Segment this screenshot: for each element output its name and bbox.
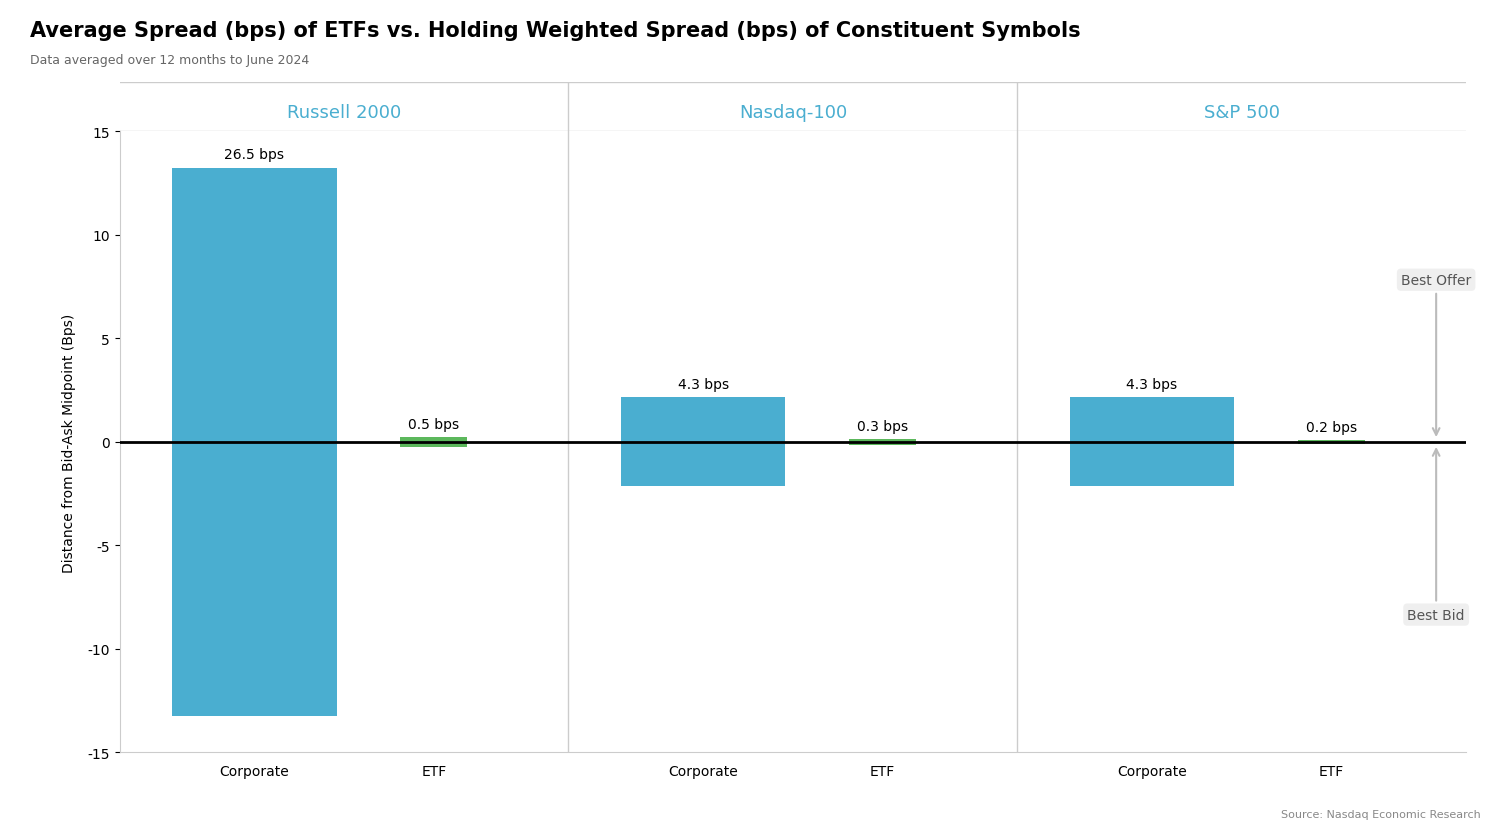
Text: Data averaged over 12 months to June 2024: Data averaged over 12 months to June 202… xyxy=(30,54,310,67)
Text: 4.3 bps: 4.3 bps xyxy=(678,378,729,392)
Bar xyxy=(399,437,467,447)
Text: 4.3 bps: 4.3 bps xyxy=(1126,378,1177,392)
Text: Best Bid: Best Bid xyxy=(1408,450,1465,622)
Bar xyxy=(621,398,785,487)
Text: Average Spread (bps) of ETFs vs. Holding Weighted Spread (bps) of Constituent Sy: Average Spread (bps) of ETFs vs. Holding… xyxy=(30,21,1080,41)
Bar xyxy=(172,169,337,716)
Text: 26.5 bps: 26.5 bps xyxy=(224,148,284,162)
Y-axis label: Distance from Bid-Ask Midpoint (Bps): Distance from Bid-Ask Midpoint (Bps) xyxy=(63,313,76,572)
Text: Russell 2000: Russell 2000 xyxy=(287,103,401,122)
Text: Source: Nasdaq Economic Research: Source: Nasdaq Economic Research xyxy=(1281,809,1481,819)
Text: Best Offer: Best Offer xyxy=(1402,274,1471,435)
Bar xyxy=(1070,398,1234,487)
Bar xyxy=(848,439,916,446)
Bar xyxy=(1297,440,1364,445)
Text: 0.3 bps: 0.3 bps xyxy=(857,419,908,433)
Text: Nasdaq-100: Nasdaq-100 xyxy=(739,103,847,122)
Text: 0.5 bps: 0.5 bps xyxy=(408,417,459,431)
Text: 0.2 bps: 0.2 bps xyxy=(1306,420,1357,434)
Text: S&P 500: S&P 500 xyxy=(1204,103,1279,122)
